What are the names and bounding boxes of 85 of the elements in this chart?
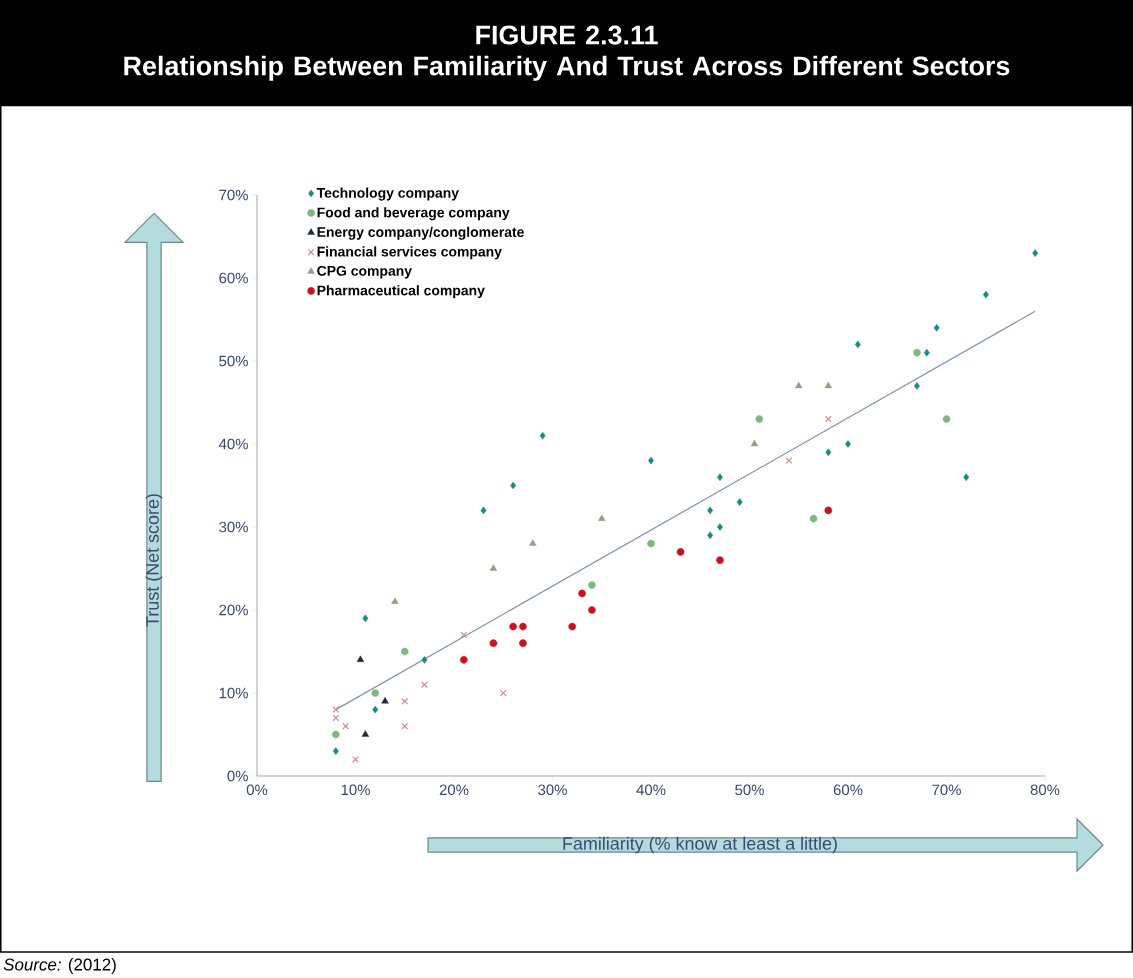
point [676,548,685,556]
point [489,564,498,571]
point [361,730,370,737]
x-tick-label: 80% [1030,784,1060,796]
point [356,655,365,663]
point [371,689,380,697]
point [824,506,833,515]
y-tick-label: 0% [227,770,248,782]
x-tick-label: 40% [636,784,666,796]
point [914,382,920,390]
point [568,622,577,631]
point [529,539,537,546]
point [942,415,951,423]
point [332,747,339,755]
x-tick-label: 10% [341,784,370,796]
point [539,431,546,440]
y-tick-label: 50% [219,355,248,367]
x-axis-title: Familiarity (% know at least a little) [563,836,837,854]
point [588,581,596,589]
point [519,639,527,648]
legend-label: Energy company/conglomerate [317,226,524,240]
legend-label: Food and beverage company [317,207,510,221]
point [736,498,743,506]
point [519,622,527,631]
point [1032,249,1039,257]
point [809,514,818,523]
point [391,597,399,604]
legend-label: Pharmaceutical company [317,285,485,299]
point [400,647,409,656]
text: Source: (2012) [3,958,116,974]
point [647,539,655,548]
legend-label: Financial services company [317,246,502,260]
point [332,714,340,722]
x-tick-label: 30% [538,784,567,796]
x-tick-label: 60% [833,784,863,796]
legend-label: CPG company [317,265,412,279]
point [824,415,832,423]
y-tick-label: 20% [219,604,248,616]
point [421,681,428,689]
point [421,656,428,664]
point [372,705,379,714]
point [854,340,861,349]
point [480,506,487,515]
x-tick-label: 50% [735,784,764,796]
point [750,439,759,447]
chart-title: FIGURE 2.3.11 [476,25,658,45]
point [598,514,606,521]
y-tick-label: 60% [219,272,248,284]
x-tick-label: 0% [246,784,268,796]
y-tick-label: 10% [219,687,248,699]
point [913,348,921,357]
point [460,656,468,664]
point [707,506,714,515]
y-tick-label: 40% [218,438,248,450]
x-tick-label: 70% [932,784,961,796]
point [716,556,724,565]
y-tick-label: 30% [219,521,248,533]
point [342,722,350,730]
point [381,697,389,704]
point [707,531,714,540]
point [933,324,940,332]
x-tick-label: 20% [439,784,469,796]
point [362,614,369,623]
y-axis-title: Trust (Net score) [145,494,163,627]
point [510,481,517,490]
point [795,381,803,389]
point [509,622,517,631]
point [588,606,596,614]
point [499,689,507,697]
point [824,381,832,389]
point [825,448,832,457]
chart-subtitle: Relationship Between Familiarity And Trust Across Different Sectors [124,55,1010,81]
point [332,706,340,714]
point [578,589,586,598]
point [332,730,340,739]
point [845,440,851,448]
point [352,755,359,763]
point [963,473,970,482]
point [489,639,498,648]
point [755,415,764,423]
legend-label: Technology company [316,187,459,201]
point [717,523,723,531]
point [785,457,793,465]
y-tick-label: 70% [219,189,248,201]
point [923,348,930,357]
